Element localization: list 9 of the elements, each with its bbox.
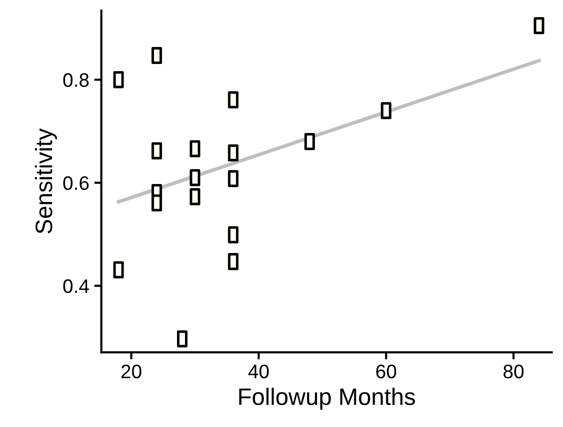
x-tick-label: 60 xyxy=(376,364,396,378)
x-tick-label: 80 xyxy=(504,364,524,378)
y-tick-label: 0.6 xyxy=(63,176,89,190)
x-axis-title: Followup Months xyxy=(239,388,415,410)
y-tick-label: 0.8 xyxy=(63,73,89,87)
y-axis-title: Sensitivity xyxy=(34,128,57,234)
x-tick-label: 40 xyxy=(248,364,269,378)
y-tick-label: 0.4 xyxy=(63,279,89,294)
x-tick-label: 20 xyxy=(121,364,142,378)
